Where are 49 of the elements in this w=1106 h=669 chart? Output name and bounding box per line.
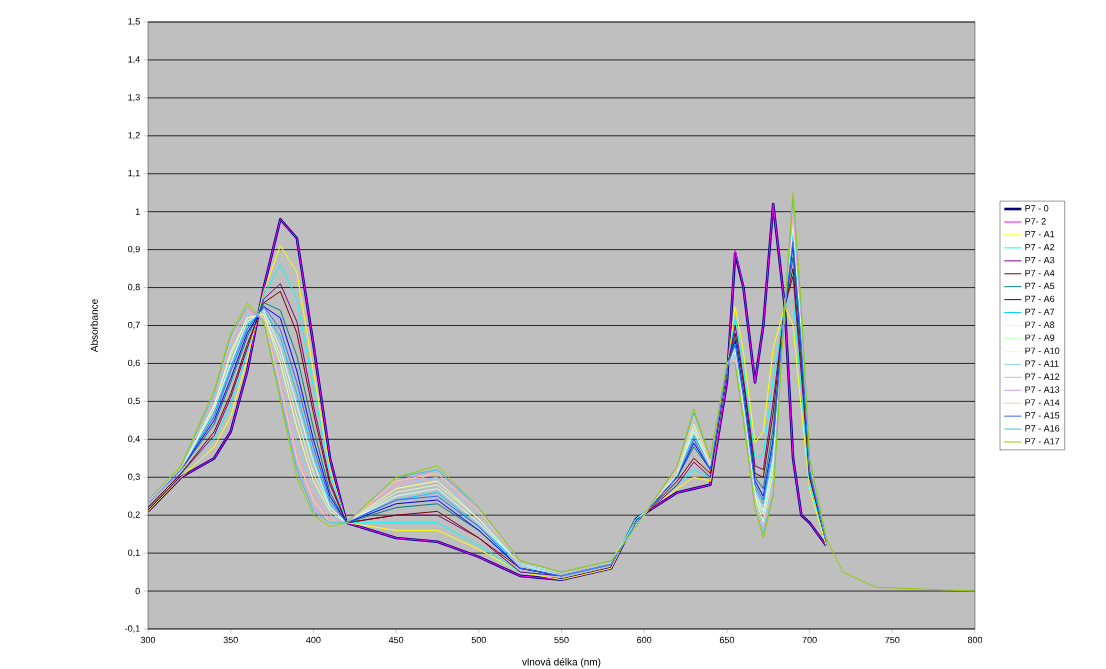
y-tick-label: 0,1 — [128, 549, 140, 557]
x-tick-label: 350 — [223, 636, 238, 644]
legend-label: P7 - A3 — [1025, 256, 1055, 264]
legend-label: P7 - A9 — [1025, 334, 1055, 341]
legend-label: P7 - A14 — [1025, 399, 1060, 406]
y-tick-label: 0,9 — [128, 245, 140, 254]
legend-label: P7 - A12 — [1025, 373, 1060, 380]
x-tick-label: 400 — [306, 636, 321, 644]
legend-label: P7 - A4 — [1025, 269, 1055, 277]
x-tick-label: 700 — [802, 636, 817, 644]
legend-label: P7 - A2 — [1025, 243, 1055, 251]
y-tick-label: 0,3 — [128, 473, 140, 481]
x-tick-label: 750 — [885, 636, 900, 644]
legend-label: P7 - A15 — [1025, 412, 1060, 419]
legend-label: P7 - 0 — [1025, 205, 1049, 212]
legend-label: P7 - A16 — [1025, 425, 1060, 432]
x-axis-title: vlnová délka (nm) — [522, 658, 601, 668]
y-tick-label: 1 — [135, 208, 140, 215]
y-tick-label: 1,2 — [128, 132, 140, 140]
y-axis-title: Absorbance — [90, 299, 98, 353]
y-tick-label: 0 — [135, 587, 140, 595]
legend-label: P7 - A11 — [1025, 360, 1059, 367]
y-tick-label: 0,7 — [128, 321, 140, 330]
x-tick-label: 450 — [388, 636, 404, 644]
x-tick-label: 500 — [471, 636, 486, 644]
legend-label: P7 - A17 — [1025, 438, 1060, 445]
legend-label: P7 - A1 — [1025, 231, 1055, 238]
legend-label: P7 - A6 — [1025, 295, 1055, 303]
x-tick-label: 550 — [554, 636, 569, 644]
y-tick-label: 0,6 — [128, 359, 140, 368]
x-tick-label: 600 — [637, 636, 652, 644]
legend-label: P7 - A10 — [1025, 347, 1060, 354]
y-tick-label: -0,1 — [125, 625, 140, 633]
legend-label: P7 - A13 — [1025, 386, 1060, 393]
y-tick-label: 1,5 — [128, 18, 140, 26]
x-tick-label: 800 — [967, 636, 983, 644]
legend-label: P7 - A5 — [1025, 282, 1055, 290]
y-tick-label: 1,3 — [128, 94, 140, 102]
legend-label: P7- 2 — [1025, 218, 1046, 225]
x-tick-label: 300 — [140, 636, 156, 644]
y-tick-label: 0,2 — [128, 511, 140, 519]
y-tick-label: 1,1 — [128, 170, 140, 178]
legend-label: P7 - A7 — [1025, 308, 1055, 315]
y-tick-label: 1,4 — [128, 56, 140, 64]
y-tick-label: 0,8 — [128, 283, 140, 292]
legend-label: P7 - A8 — [1025, 321, 1055, 328]
y-tick-label: 0,5 — [128, 397, 140, 406]
x-tick-label: 650 — [719, 636, 735, 644]
y-tick-label: 0,4 — [128, 435, 140, 444]
